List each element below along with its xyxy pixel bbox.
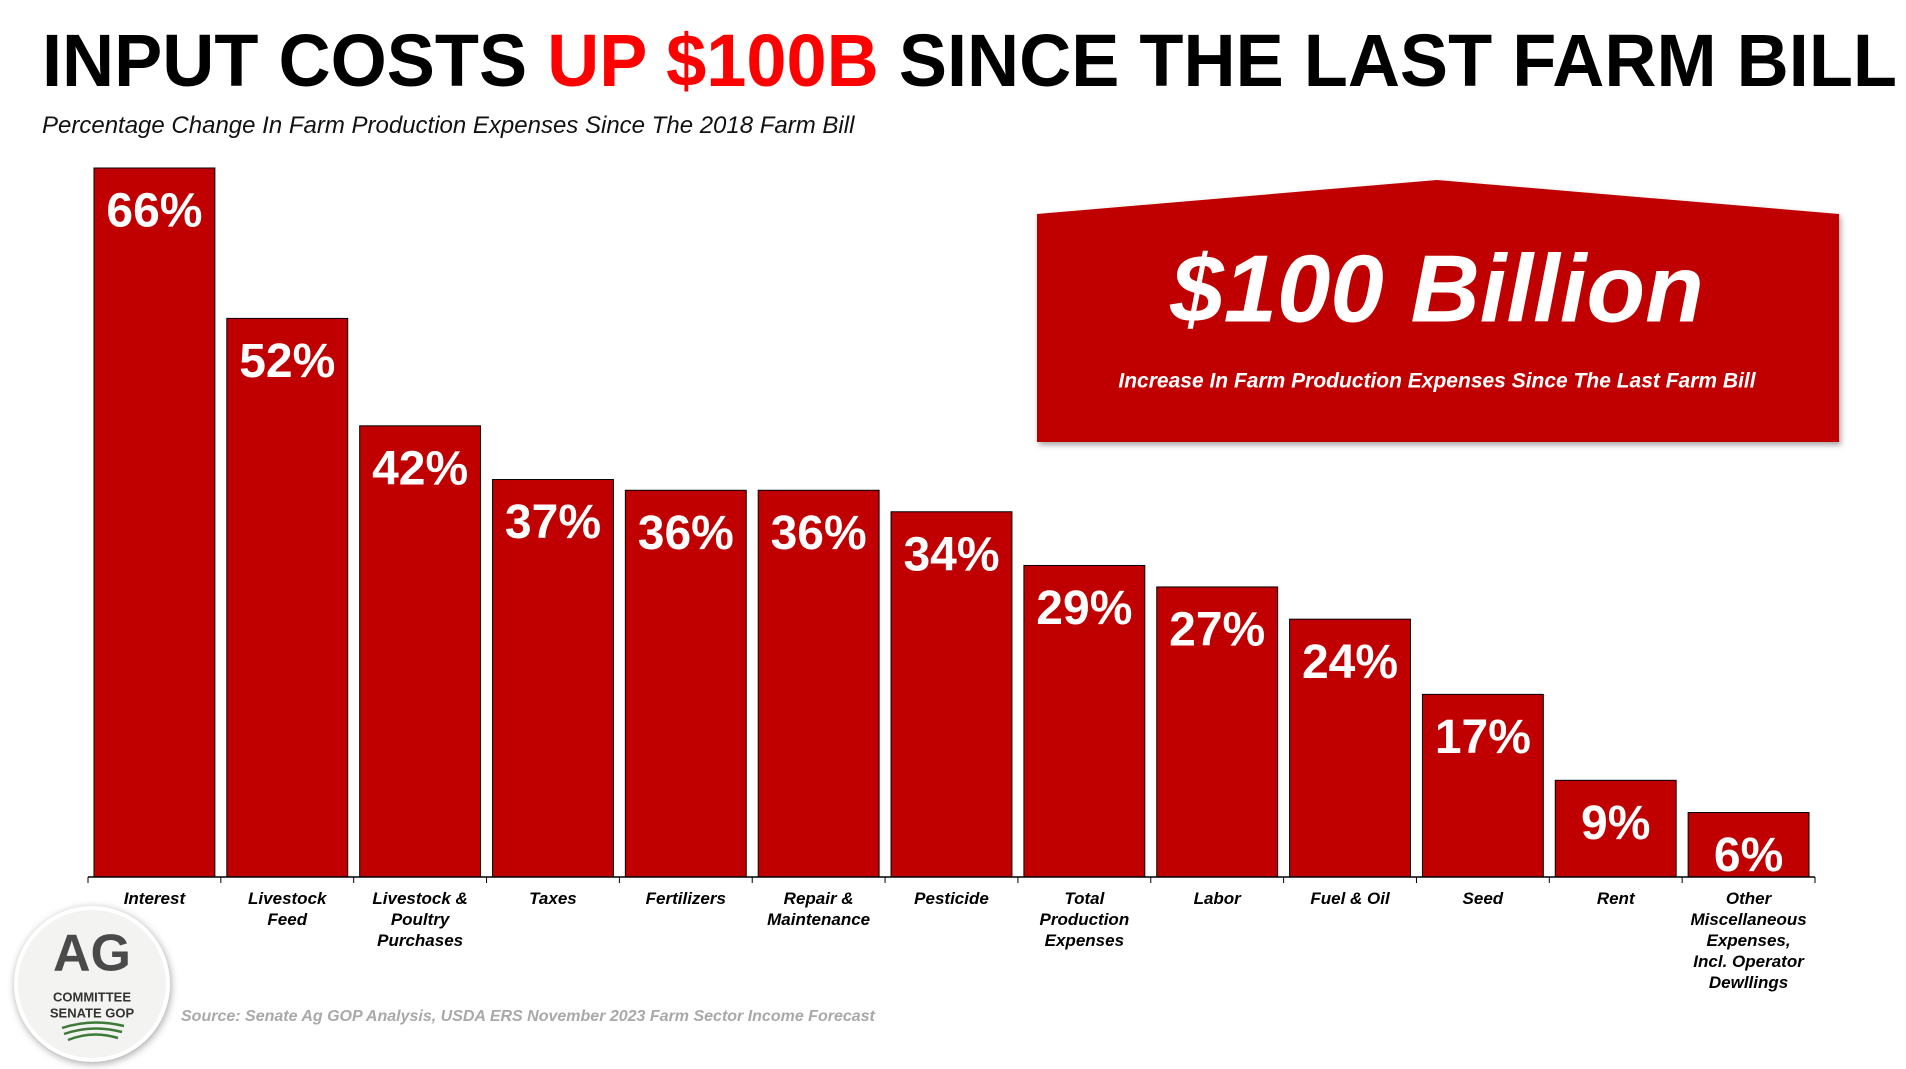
callout-headline: $100 Billion <box>1169 235 1704 342</box>
bar <box>1023 564 1146 878</box>
x-tick-label: Other Miscellaneous Expenses, Incl. Oper… <box>1690 889 1807 992</box>
logo-main: AG <box>53 925 131 983</box>
chart-title: INPUT COSTS UP $100B SINCE THE LAST FARM… <box>42 19 1897 102</box>
value-label: 27% <box>1169 604 1265 657</box>
logo-badge <box>14 906 170 1062</box>
value-label: 6% <box>1714 829 1783 882</box>
value-label: 36% <box>638 507 734 560</box>
bar <box>1289 618 1411 878</box>
x-tick-label: Pesticide <box>914 889 989 908</box>
bar <box>1156 586 1279 878</box>
bar <box>492 479 614 878</box>
bar <box>624 489 747 878</box>
value-label: 24% <box>1302 636 1398 689</box>
title-part: SINCE THE LAST FARM BILL <box>899 19 1897 102</box>
bar <box>359 425 482 878</box>
logo-line: SENATE GOP <box>50 1005 135 1020</box>
bar <box>1421 693 1544 878</box>
bar <box>890 511 1013 878</box>
title-part: INPUT COSTS <box>42 19 527 102</box>
value-label: 42% <box>372 442 468 495</box>
value-label: 66% <box>106 185 202 238</box>
x-tick-label: Rent <box>1596 889 1635 908</box>
x-tick-label: Repair & Maintenance <box>767 889 871 929</box>
value-label: 36% <box>771 507 867 560</box>
x-tick-label: Fertilizers <box>645 889 726 908</box>
source-note: Source: Senate Ag GOP Analysis, USDA ERS… <box>181 1008 875 1025</box>
callout-box <box>1037 180 1839 442</box>
value-label: 52% <box>239 335 335 388</box>
value-label: 34% <box>903 528 999 581</box>
x-tick-label: Labor <box>1193 889 1241 908</box>
value-label: 9% <box>1581 797 1650 850</box>
bar <box>757 489 880 878</box>
callout-text: Increase In Farm Production Expenses Sin… <box>1118 370 1756 393</box>
value-label: 29% <box>1036 582 1132 635</box>
subtitle: Percentage Change In Farm Production Exp… <box>42 112 855 139</box>
logo-fields <box>61 1021 125 1042</box>
bar <box>1554 779 1677 878</box>
title-highlight: UP $100B <box>547 19 879 102</box>
value-label: 17% <box>1435 711 1531 764</box>
x-tick-label: Taxes <box>529 889 577 908</box>
x-tick-label: Fuel & Oil <box>1310 889 1390 908</box>
value-label: 37% <box>505 496 601 549</box>
x-tick-label: Interest <box>123 889 186 908</box>
bar <box>93 167 216 878</box>
x-tick-label: Seed <box>1462 889 1504 908</box>
bar <box>1687 812 1810 878</box>
logo-line: COMMITTEE <box>53 989 131 1004</box>
x-tick-label: Livestock & Poultry Purchases <box>372 889 468 950</box>
bar <box>226 317 349 878</box>
x-tick-label: Total Production Expenses <box>1039 889 1130 950</box>
x-tick-label: Livestock Feed <box>248 889 327 929</box>
